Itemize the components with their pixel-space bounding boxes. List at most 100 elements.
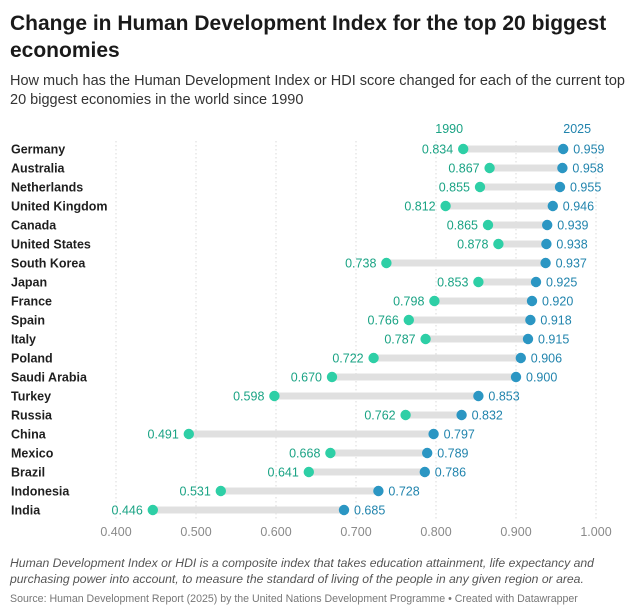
legend-label-1990: 1990 [435,122,463,136]
dot-1990 [325,447,336,459]
dot-1990 [482,219,494,231]
dot-1990 [420,333,431,345]
x-tick-label: 0.700 [340,525,371,539]
dot-1990 [458,143,469,155]
dot-2025 [526,295,538,307]
dot-1990 [400,409,411,421]
dot-1990 [368,352,379,364]
value-label-1990: 0.668 [289,447,320,461]
dot-1990 [403,314,414,326]
dot-1990 [381,257,392,269]
value-label-2025: 0.939 [557,219,588,233]
country-label: United States [11,238,91,252]
dot-1990 [269,390,280,402]
country-label: India [11,504,41,518]
dot-1990 [147,504,158,516]
x-tick-label: 0.600 [260,525,291,539]
dot-2025 [338,504,350,516]
country-label: United Kingdom [11,200,108,214]
value-label-1990: 0.670 [291,371,322,385]
dot-1990 [473,276,484,288]
value-label-1990: 0.641 [268,466,299,480]
dot-2025 [554,181,566,193]
dot-2025 [473,390,484,402]
dot-1990 [493,238,504,250]
dot-2025 [422,447,433,459]
dot-2025 [373,485,384,497]
value-label-2025: 0.946 [563,200,594,214]
country-label: Canada [11,219,57,233]
value-label-1990: 0.722 [332,352,363,366]
footnote: Human Development Index or HDI is a comp… [10,556,594,586]
value-label-2025: 0.789 [437,447,468,461]
dot-2025 [542,219,553,231]
dot-2025 [419,466,430,478]
dot-2025 [540,257,551,269]
country-label: Poland [11,352,53,366]
dot-2025 [510,371,522,383]
country-label: Russia [11,409,53,423]
dot-1990 [440,200,451,212]
country-label: Saudi Arabia [11,371,88,385]
value-label-2025: 0.906 [531,352,562,366]
value-label-1990: 0.446 [112,504,143,518]
dot-1990 [484,162,495,174]
country-label: Indonesia [11,485,70,499]
legend-label-2025: 2025 [563,122,591,136]
country-label: Germany [11,143,65,157]
value-label-1990: 0.531 [180,485,211,499]
country-label: Turkey [11,390,51,404]
dot-1990 [303,466,314,478]
dot-2025 [525,314,536,326]
dot-1990 [183,428,194,440]
country-label: France [11,295,52,309]
dot-1990 [474,181,486,193]
value-label-2025: 0.832 [472,409,503,423]
dot-1990 [429,295,440,307]
country-label: Mexico [11,447,54,461]
value-label-2025: 0.937 [556,257,587,271]
dot-2025 [522,333,534,345]
value-label-2025: 0.918 [540,314,571,328]
value-label-1990: 0.865 [447,219,478,233]
chart-subtitle: How much has the Human Development Index… [10,73,625,108]
value-label-1990: 0.878 [457,238,488,252]
country-label: Japan [11,276,47,290]
value-label-2025: 0.728 [388,485,419,499]
value-label-2025: 0.958 [572,162,603,176]
value-label-1990: 0.834 [422,143,453,157]
value-label-1990: 0.762 [364,409,395,423]
value-label-1990: 0.855 [439,181,470,195]
x-tick-label: 0.400 [100,525,131,539]
x-tick-label: 0.800 [420,525,451,539]
dot-2025 [515,352,526,364]
country-label: Italy [11,333,36,347]
country-label: Brazil [11,466,45,480]
dot-1990 [215,485,226,497]
x-tick-label: 0.900 [500,525,531,539]
value-label-1990: 0.798 [393,295,424,309]
dot-2025 [547,200,558,212]
country-label: China [11,428,47,442]
country-label: Australia [11,162,66,176]
value-label-2025: 0.786 [435,466,466,480]
x-tick-label: 0.500 [180,525,211,539]
dot-2025 [558,143,569,155]
value-label-1990: 0.787 [384,333,415,347]
dot-1990 [326,371,338,383]
country-label: Spain [11,314,45,328]
value-label-2025: 0.900 [526,371,557,385]
country-label: South Korea [11,257,86,271]
value-label-1990: 0.867 [448,162,479,176]
value-label-1990: 0.491 [148,428,179,442]
source-line: Source: Human Development Report (2025) … [10,593,578,605]
dot-2025 [541,238,552,250]
chart-title: Change in Human Development Index for th… [10,12,607,62]
dot-2025 [428,428,439,440]
value-label-1990: 0.812 [404,200,435,214]
country-label: Netherlands [11,181,83,195]
dot-2025 [557,162,568,174]
x-tick-label: 1.000 [580,525,611,539]
value-label-2025: 0.853 [488,390,519,404]
